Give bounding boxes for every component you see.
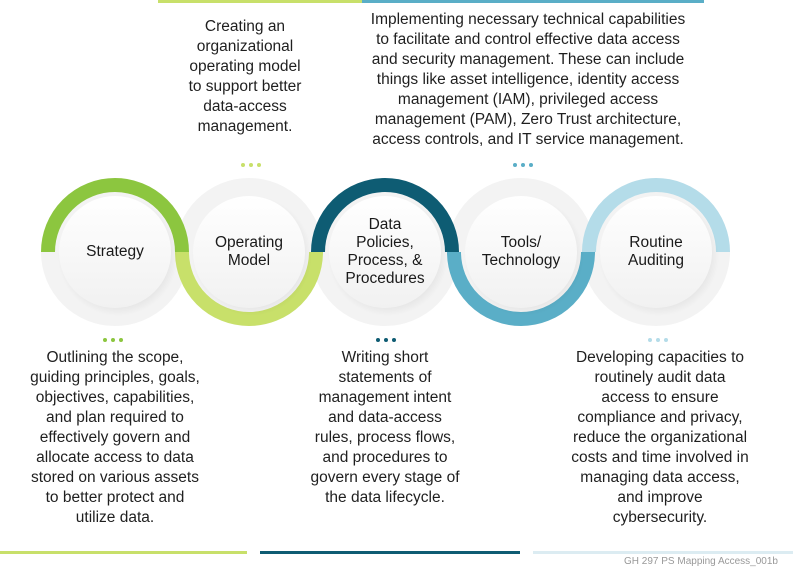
step-operating-model: Operating Model: [214, 234, 284, 269]
operating-model-dots: [241, 163, 261, 167]
policies-dots: [376, 338, 396, 342]
strategy-arc: [41, 178, 189, 253]
step-tools-technology: Tools/ Technology: [481, 234, 561, 269]
strategy-dots: [103, 338, 123, 342]
auditing-arc: [582, 178, 730, 253]
strategy-description: Outlining the scope, guiding principles,…: [30, 349, 200, 526]
footer-caption: GH 297 PS Mapping Access_001b: [624, 556, 778, 567]
bottom-bar-strategy: [0, 551, 247, 554]
bottom-bar-policies: [260, 551, 520, 554]
auditing-description: Developing capacities to routinely audit…: [571, 349, 749, 526]
bottom-bar-auditing: [533, 551, 793, 554]
top-bar-tools: [362, 0, 704, 3]
tools-arc: [447, 251, 595, 326]
operating-model-description: Creating an organizational operating mod…: [188, 18, 302, 135]
step-data-policies: Data Policies, Process, & Procedures: [345, 216, 425, 287]
operating-model-arc: [175, 251, 323, 326]
top-bar-operating: [158, 0, 370, 3]
step-strategy: Strategy: [86, 243, 144, 260]
tools-technology-dots: [513, 163, 533, 167]
policies-arc: [311, 178, 459, 253]
policies-description: Writing short statements of management i…: [310, 349, 460, 506]
tools-technology-description: Implementing necessary technical capabil…: [370, 11, 686, 148]
auditing-dots: [648, 338, 668, 342]
step-routine-auditing: Routine Auditing: [627, 234, 684, 269]
